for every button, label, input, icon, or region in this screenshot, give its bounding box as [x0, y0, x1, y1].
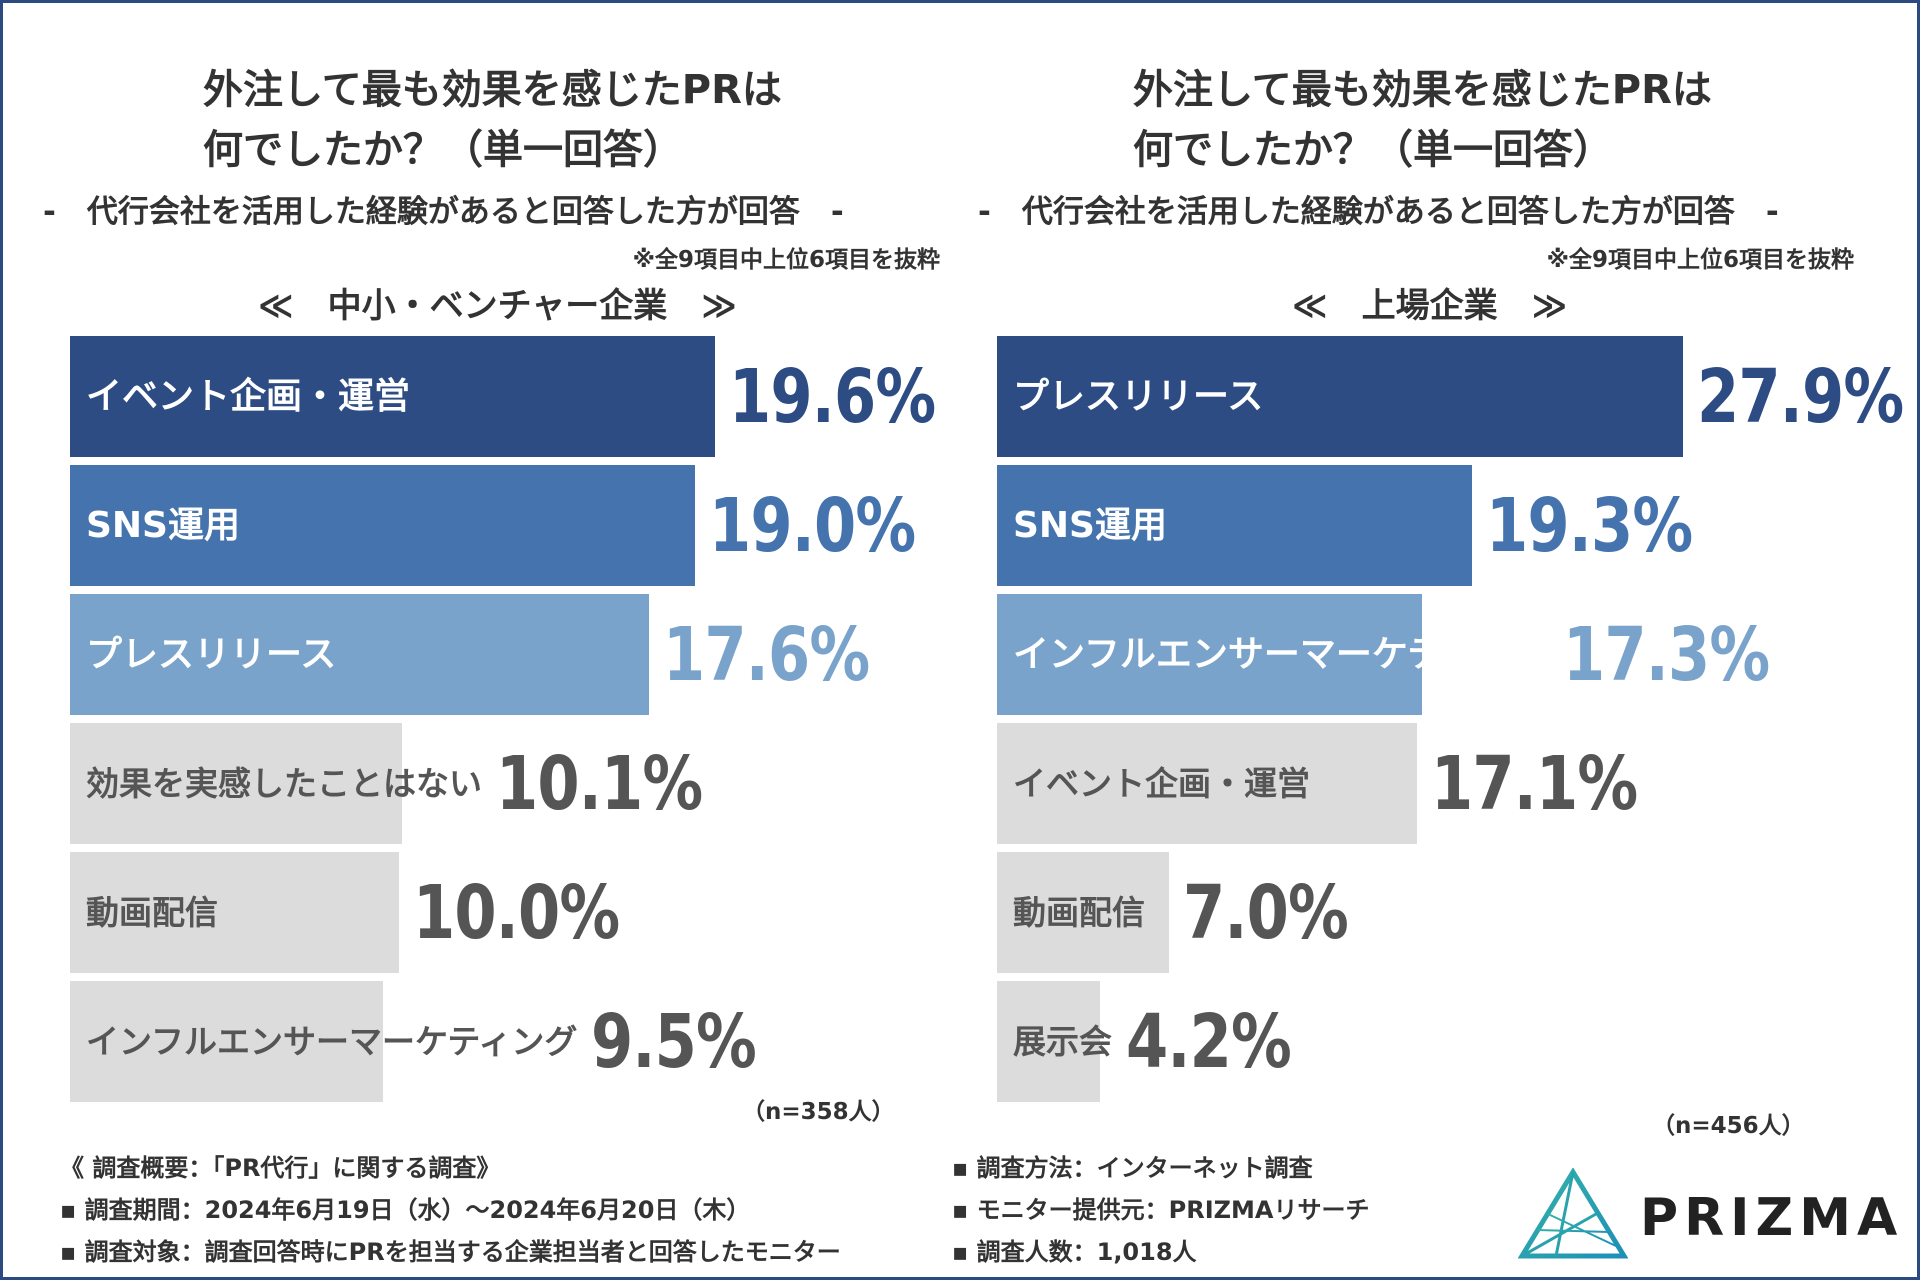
- bar-2: [70, 465, 695, 586]
- value-label: 17.6%: [663, 611, 870, 698]
- chart-title-sme: 外注して最も効果を感じたPRは 何でしたか？（単一回答）: [203, 60, 782, 180]
- chart-title-line2: 何でしたか？（単一回答）: [203, 127, 683, 173]
- bar-3: [997, 594, 1422, 715]
- value-label: 10.0%: [413, 869, 620, 956]
- value-label: 17.3%: [1563, 611, 1770, 698]
- category-label: SNS運用: [86, 504, 240, 546]
- bar-6: [70, 981, 383, 1102]
- prizma-logo-text: PRIZMA: [1640, 1188, 1904, 1248]
- bar-5: [70, 852, 399, 973]
- sample-size-listed: （n=456人）: [1652, 1113, 1805, 1139]
- category-label: インフルエンサーマーケティング: [86, 1022, 578, 1061]
- value-label: 19.6%: [729, 353, 936, 440]
- survey-summary-title: 《 調査概要：「PR代行」に関する調査》: [60, 1154, 501, 1182]
- category-label: プレスリリース: [1013, 375, 1264, 417]
- category-label: インフルエンサーマーケティング: [1013, 633, 1550, 675]
- monitor-provider: ▪ モニター提供元：PRIZMAリサーチ: [952, 1196, 1370, 1224]
- value-label: 10.1%: [496, 740, 703, 827]
- segment-label-sme: ≪ 中小・ベンチャー企業 ≫: [258, 286, 737, 326]
- bar-4: [997, 723, 1417, 844]
- value-label: 27.9%: [1697, 353, 1904, 440]
- value-label: 4.2%: [1126, 998, 1292, 1085]
- bar-2: [997, 465, 1472, 586]
- survey-count: ▪ 調査人数：1,018人: [952, 1238, 1197, 1266]
- selection-note: ※全9項目中上位6項目を抜粋: [1546, 247, 1854, 273]
- survey-method: ▪ 調査方法：インターネット調査: [952, 1154, 1313, 1182]
- selection-note: ※全9項目中上位6項目を抜粋: [632, 247, 940, 273]
- category-label: 動画配信: [1013, 893, 1145, 932]
- category-label: 効果を実感したことはない: [86, 764, 482, 803]
- segment-label-listed: ≪ 上場企業 ≫: [1292, 286, 1568, 326]
- survey-period: ▪ 調査期間：2024年6月19日（水）～2024年6月20日（木）: [60, 1196, 751, 1224]
- value-label: 9.5%: [591, 998, 757, 1085]
- bar-6: [997, 981, 1100, 1102]
- category-label: イベント企画・運営: [1013, 764, 1310, 803]
- bar-4: [70, 723, 402, 844]
- survey-target: ▪ 調査対象：調査回答時にPRを担当する企業担当者と回答したモニター: [60, 1238, 841, 1266]
- chart-subtitle: - 代行会社を活用した経験があると回答した方が回答 -: [43, 194, 844, 230]
- chart-title-listed: 外注して最も効果を感じたPRは 何でしたか？（単一回答）: [1133, 60, 1712, 180]
- category-label: 動画配信: [86, 893, 218, 932]
- chart-title-line1: 外注して最も効果を感じたPRは: [203, 67, 782, 113]
- value-label: 7.0%: [1183, 869, 1349, 956]
- category-label: SNS運用: [1013, 504, 1167, 546]
- sample-size-sme: （n=358人）: [742, 1099, 895, 1125]
- bar-5: [997, 852, 1169, 973]
- bar-1: [997, 336, 1683, 457]
- value-label: 19.0%: [709, 482, 916, 569]
- category-label: プレスリリース: [86, 633, 337, 675]
- category-label: イベント企画・運営: [86, 375, 411, 417]
- chart-title-line1: 外注して最も効果を感じたPRは: [1133, 67, 1712, 113]
- category-label: 展示会: [1013, 1022, 1112, 1061]
- chart-subtitle: - 代行会社を活用した経験があると回答した方が回答 -: [978, 194, 1779, 230]
- chart-title-line2: 何でしたか？（単一回答）: [1133, 127, 1613, 173]
- bar-3: [70, 594, 649, 715]
- prizma-prism-icon: [1518, 1168, 1628, 1259]
- bar-1: [70, 336, 715, 457]
- value-label: 19.3%: [1486, 482, 1693, 569]
- value-label: 17.1%: [1431, 740, 1638, 827]
